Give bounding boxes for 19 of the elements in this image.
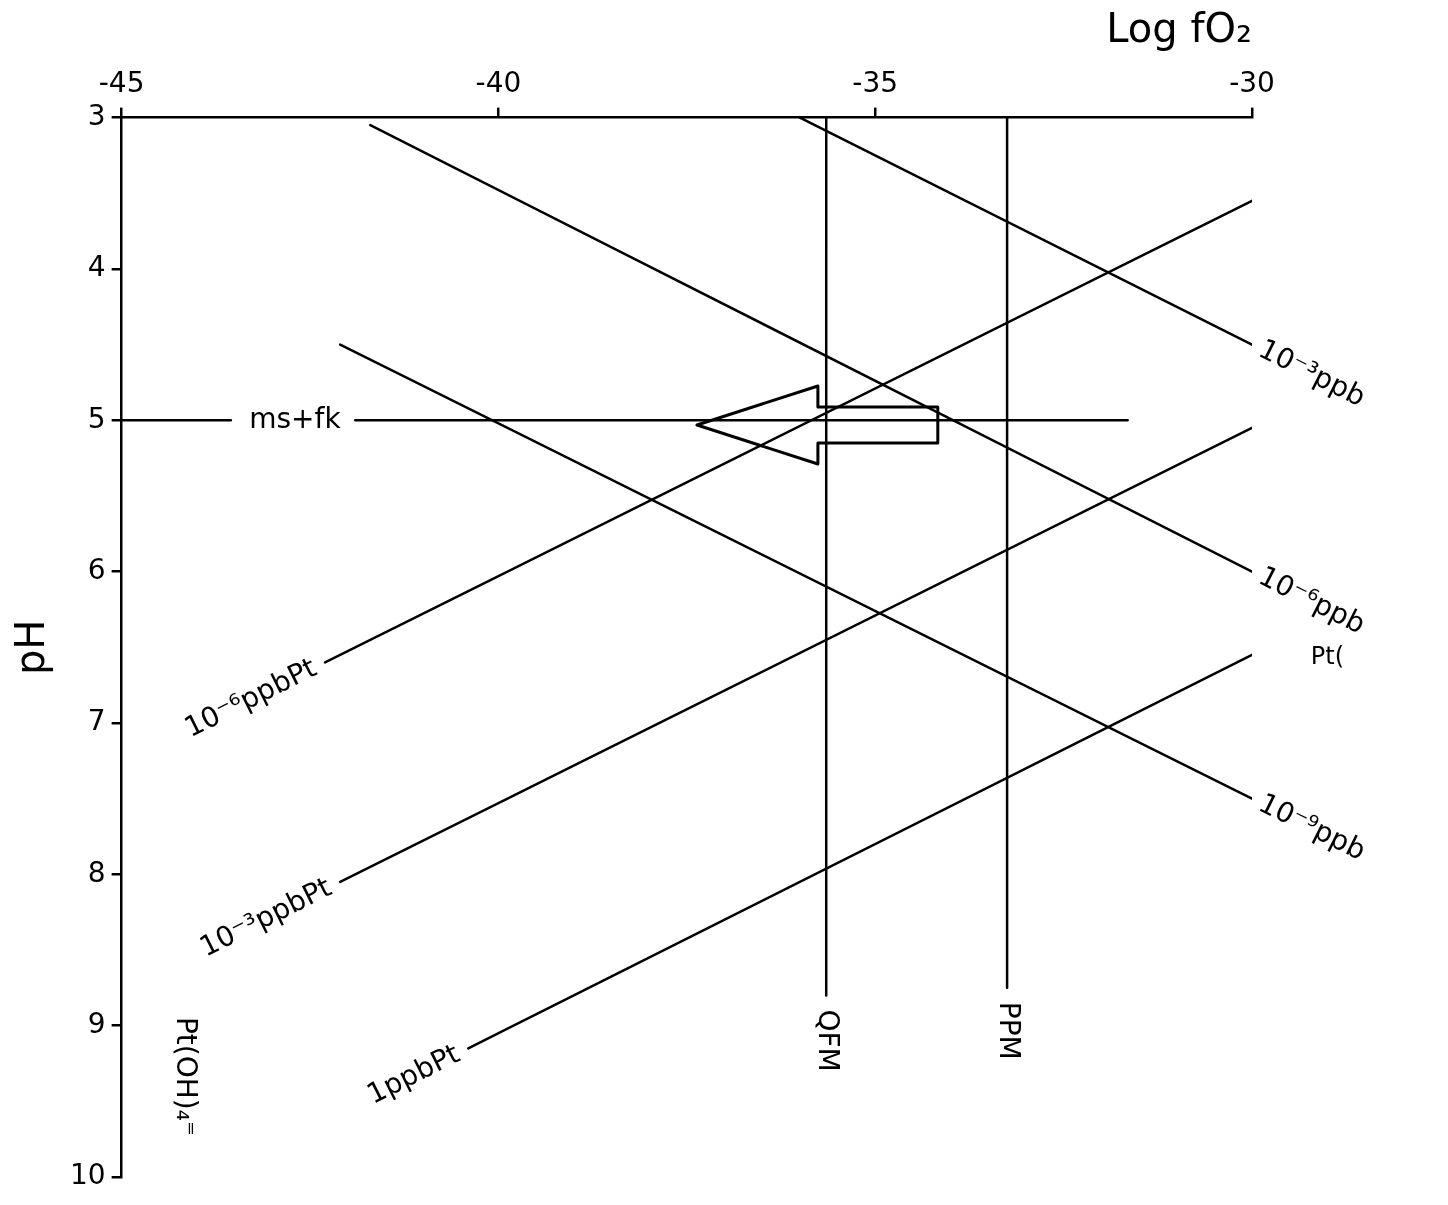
x-axis-title: Log fO₂ [1106, 5, 1252, 52]
y-tick-label: 3 [87, 98, 106, 132]
y-tick-label: 9 [87, 1006, 106, 1040]
text: PPM [992, 1001, 1026, 1060]
x-tick-label: -40 [475, 66, 522, 100]
annotation: Pt(OH)₄⁼ [169, 1016, 203, 1136]
x-tick-label: -35 [852, 66, 899, 100]
y-tick-label: 8 [87, 855, 106, 889]
series-label: ms+fk [249, 401, 342, 435]
y-tick-label: 5 [87, 401, 106, 435]
y-tick-label: 6 [87, 552, 106, 586]
x-tick-label: -45 [98, 66, 145, 100]
y-tick-label: 10 [69, 1158, 106, 1192]
y-tick-label: 7 [87, 704, 106, 738]
text: QFM [811, 1009, 845, 1072]
x-tick-label: -30 [1229, 66, 1275, 100]
text: Pt( [1310, 642, 1345, 671]
y-axis-title: pH [7, 619, 54, 676]
y-tick-label: 4 [87, 250, 106, 284]
